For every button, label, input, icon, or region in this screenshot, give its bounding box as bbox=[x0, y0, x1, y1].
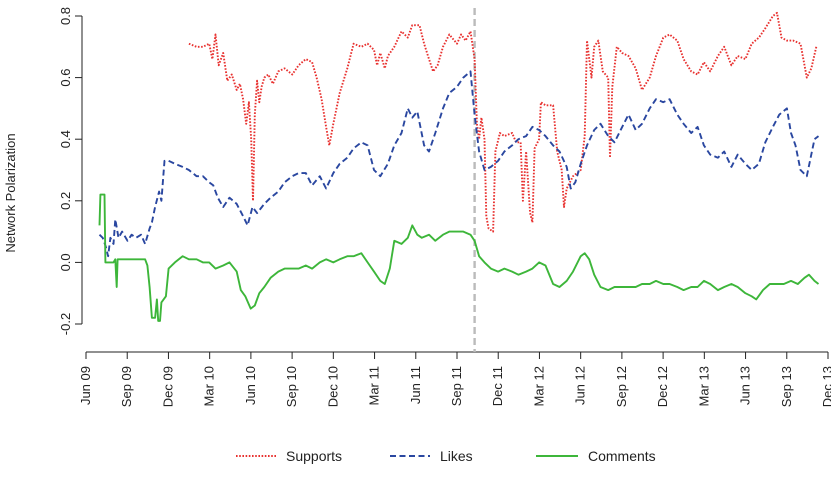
x-tick-label: Mar 11 bbox=[367, 366, 382, 406]
x-tick-label: Sep 13 bbox=[779, 366, 794, 407]
y-tick-label: 0.8 bbox=[58, 7, 73, 25]
y-tick-label: -0.2 bbox=[58, 313, 73, 335]
x-tick-label: Jun 12 bbox=[573, 366, 588, 405]
x-tick-label: Dec 09 bbox=[160, 366, 175, 407]
y-tick-label: 0.6 bbox=[58, 69, 73, 87]
x-tick-label: Mar 13 bbox=[696, 366, 711, 406]
x-tick-label: Mar 10 bbox=[202, 366, 217, 406]
legend-label-likes: Likes bbox=[440, 448, 473, 464]
series-line-comments bbox=[98, 193, 820, 322]
x-tick-label: Dec 13 bbox=[820, 366, 831, 407]
y-tick-label: 0.2 bbox=[58, 192, 73, 210]
y-axis: -0.2 0.0 0.2 0.4 0.6 0.8 bbox=[58, 7, 83, 335]
x-tick-label: Dec 11 bbox=[490, 366, 505, 406]
series-line-likes bbox=[98, 70, 820, 258]
y-axis-label: Network Polarization bbox=[3, 133, 18, 252]
x-tick-label: Sep 09 bbox=[119, 366, 134, 407]
x-tick-label: Jun 10 bbox=[243, 366, 258, 405]
x-tick-label: Dec 10 bbox=[325, 366, 340, 407]
x-tick-label: Mar 12 bbox=[531, 366, 546, 406]
x-tick-label: Sep 10 bbox=[284, 366, 299, 407]
legend: Supports Likes Comments bbox=[236, 448, 656, 464]
x-tick-label: Sep 11 bbox=[449, 366, 464, 406]
x-tick-label: Jun 11 bbox=[408, 366, 423, 404]
y-tick-label: 0.4 bbox=[58, 130, 73, 148]
x-tick-label: Dec 12 bbox=[655, 366, 670, 407]
x-tick-label: Jun 13 bbox=[738, 366, 753, 405]
series-line-supports bbox=[188, 11, 818, 233]
x-axis: Jun 09 Sep 09 Dec 09 Mar 10 Jun 10 Sep 10 Dec … bbox=[78, 351, 831, 407]
legend-label-supports: Supports bbox=[286, 448, 342, 464]
y-tick-label: 0.0 bbox=[58, 253, 73, 271]
series-lines bbox=[98, 11, 820, 322]
legend-label-comments: Comments bbox=[588, 448, 656, 464]
x-tick-label: Sep 12 bbox=[614, 366, 629, 407]
x-tick-label: Jun 09 bbox=[78, 366, 93, 405]
